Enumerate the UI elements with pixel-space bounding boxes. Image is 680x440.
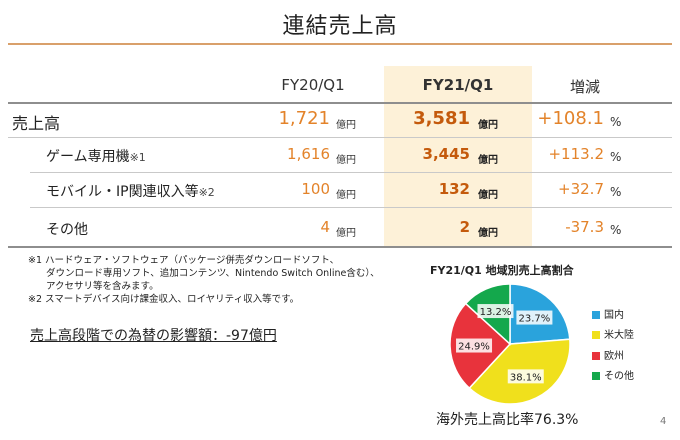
unit-label: 億円 [336,190,356,201]
legend-swatch [592,331,600,339]
row-label-other: その他 [46,222,88,238]
sales-change-value: +108.1 [537,108,604,129]
game-prev-value: 1,616 [287,145,330,163]
row-label-sales: 売上高 [12,114,61,133]
table-bottom-rule [8,246,672,248]
legend-item-americas: 米大陸 [592,326,634,341]
legend-swatch [592,372,600,380]
unit-label: 億円 [336,228,356,239]
pie-label-text: 13.2% [480,307,512,318]
header-change: 増減 [569,78,600,96]
chart-title: FY21/Q1 地域別売上高割合 [430,264,574,277]
game-curr-value: 3,445 [422,145,470,163]
footnote-1-line-1: ※1 ハードウェア・ソフトウェア（パッケージ併売ダウンロードソフト、 [28,255,340,266]
footnote-1-line-3: アクセサリ等を含みます。 [46,281,159,292]
pie-label-box [477,304,514,319]
pie-label-box [456,338,493,353]
row-rule [8,137,672,138]
pie-data-label: 24.9% [456,338,493,353]
sales-prev-value: 1,721 [278,108,330,129]
row-rule [30,172,672,173]
other-prev-value: 4 [320,218,330,236]
pie-label-box [507,369,544,384]
title-underline [8,43,672,45]
other-curr-value: 2 [459,218,470,236]
percent-sign: % [610,185,622,199]
sales-curr-value: 3,581 [413,108,470,129]
other-change-value: -37.3 [565,218,604,236]
legend-item-europe: 欧州 [592,347,624,362]
mobile-curr-value: 132 [438,180,470,198]
pie-data-label: 13.2% [477,304,514,319]
header-prev: FY20/Q1 [281,76,345,94]
footnote-1-line-2: ダウンロード専用ソフト、追加コンテンツ、Nintendo Switch Onli… [46,268,380,279]
unit-label: 億円 [478,228,498,239]
row-rule [30,207,672,208]
pie-data-label: 38.1% [507,369,544,384]
game-change-value: +113.2 [548,145,604,163]
footnote-2: ※2 スマートデバイス向け課金収入、ロイヤリティ収入等です。 [28,294,300,305]
current-period-highlight [384,66,532,246]
unit-label: 億円 [478,120,498,131]
legend-item-other: その他 [592,367,634,382]
unit-label: 億円 [478,155,498,166]
row-label-dedicated-video-game: ゲーム専用機※1 [46,149,146,165]
pie-label-box [516,310,553,325]
header-curr: FY21/Q1 [422,76,494,94]
unit-label: 億円 [478,190,498,201]
page-title: 連結売上高 [282,14,398,39]
unit-label: 億円 [336,120,356,131]
overseas-sales-ratio: 海外売上高比率76.3% [436,412,579,428]
regional-sales-pie-chart: 23.7% 38.1% 24.9% 13.2% [449,283,571,405]
mobile-change-value: +32.7 [558,180,604,198]
legend-item-japan: 国内 [592,306,624,321]
mobile-prev-value: 100 [301,180,330,198]
pie-label-text: 24.9% [458,342,490,353]
unit-label: 億円 [336,155,356,166]
pie-data-label: 23.7% [516,310,553,325]
legend-swatch [592,352,600,360]
page-number: 4 [660,416,667,427]
pie-label-text: 23.7% [519,314,551,325]
pie-label-text: 38.1% [510,372,542,383]
row-label-mobile-ip: モバイル・IP関連収入等※2 [46,184,215,200]
percent-sign: % [610,150,622,164]
fx-impact-note: 売上高段階での為替の影響額：-97億円 [30,328,277,344]
legend-swatch [592,311,600,319]
percent-sign: % [610,115,622,129]
percent-sign: % [610,223,622,237]
table-top-rule [8,102,672,104]
